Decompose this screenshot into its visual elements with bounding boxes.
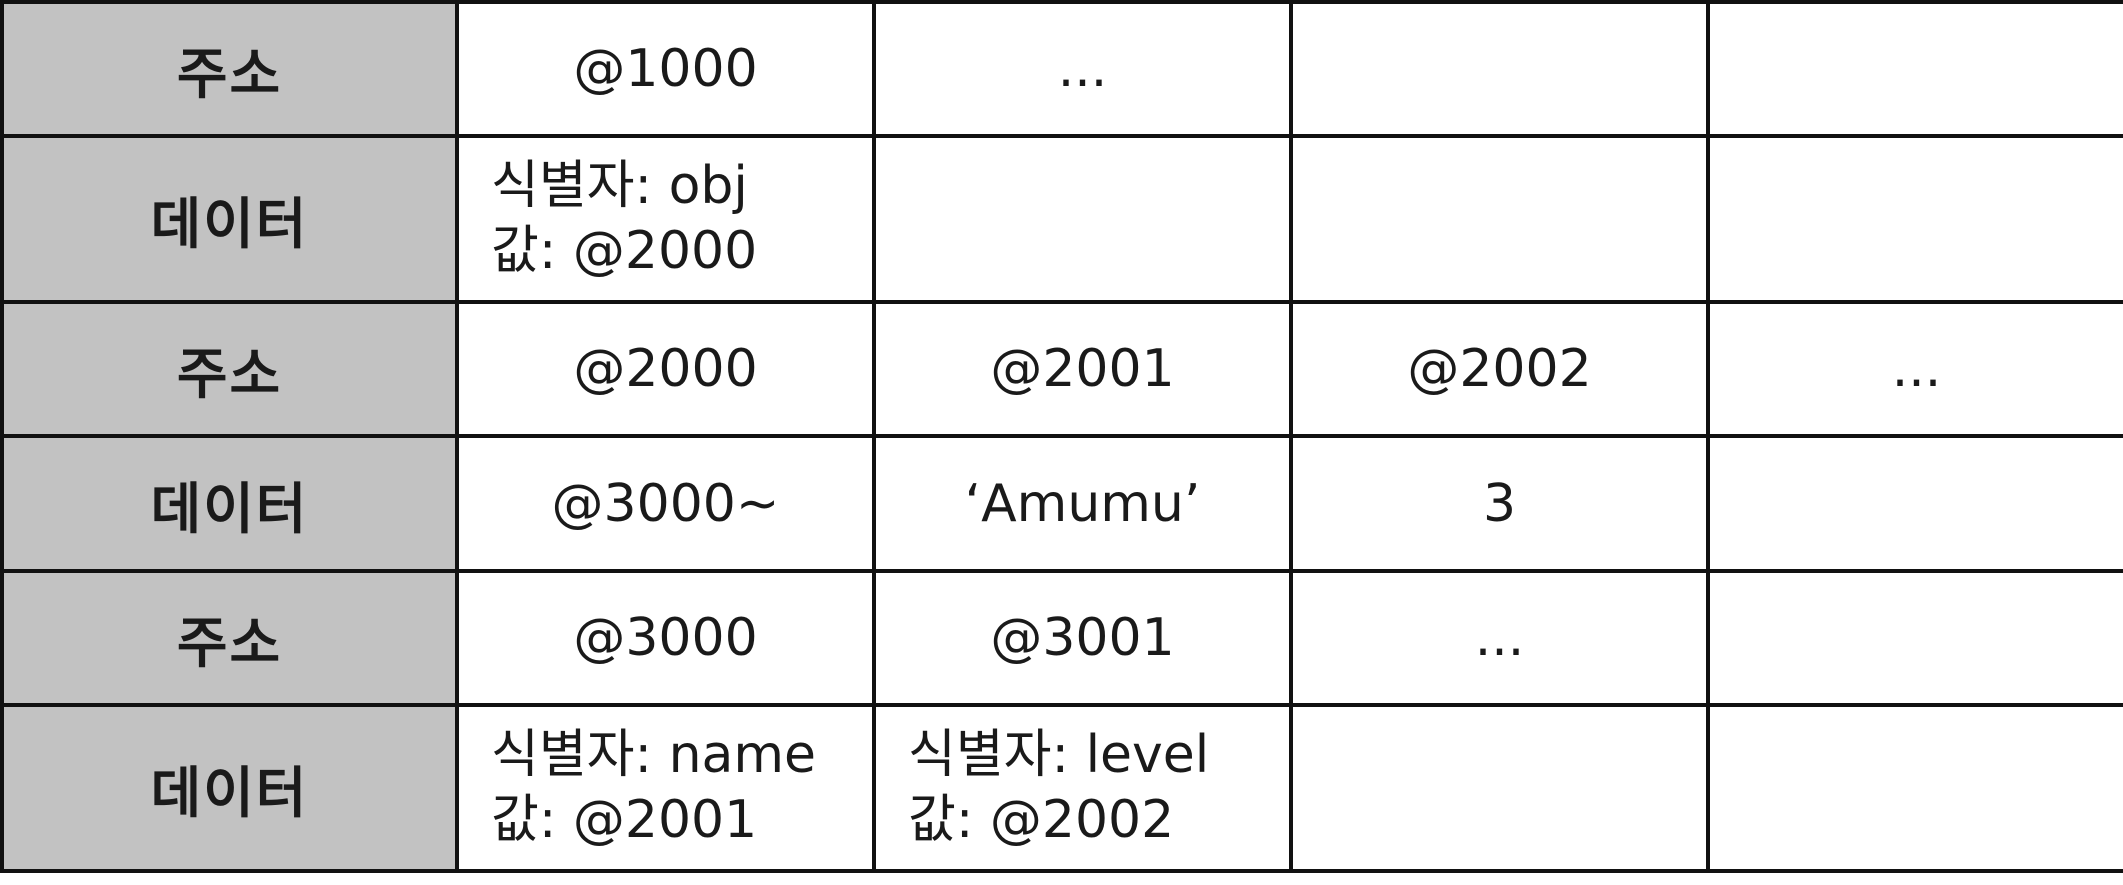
address-cell: ... xyxy=(872,0,1293,139)
address-cell xyxy=(1706,0,2123,139)
data-cell: 식별자: name 값: @2001 xyxy=(455,702,876,874)
address-cell: ... xyxy=(1706,300,2123,439)
data-cell xyxy=(1289,702,1710,874)
identifier-text: 식별자: name xyxy=(491,724,817,785)
data-cell: @3000~ xyxy=(455,434,876,573)
address-cell: @2001 xyxy=(872,300,1293,439)
data-cell xyxy=(872,134,1293,305)
row-header-address: 주소 xyxy=(0,300,459,439)
data-cell xyxy=(1706,702,2123,874)
data-cell xyxy=(1706,134,2123,305)
data-cell xyxy=(1706,434,2123,573)
value-text: 값: @2000 xyxy=(491,221,758,282)
address-row-variable-area: 주소 @1000 ... xyxy=(0,0,2123,139)
identifier-text: 식별자: level xyxy=(908,724,1210,785)
data-row-variable-area: 데이터 식별자: obj 값: @2000 xyxy=(0,134,2123,305)
row-header-address: 주소 xyxy=(0,0,459,139)
row-header-data: 데이터 xyxy=(0,134,459,305)
row-header-data: 데이터 xyxy=(0,434,459,573)
data-cell xyxy=(1289,134,1710,305)
address-cell: @3000 xyxy=(455,568,876,707)
address-row-object-area: 주소 @3000 @3001 ... xyxy=(0,568,2123,707)
address-cell: @1000 xyxy=(455,0,876,139)
data-cell: ‘Amumu’ xyxy=(872,434,1293,573)
row-header-address: 주소 xyxy=(0,568,459,707)
data-cell: 3 xyxy=(1289,434,1710,573)
data-row-object-area: 데이터 식별자: name 값: @2001 식별자: level 값: @20… xyxy=(0,702,2123,874)
address-cell: @2002 xyxy=(1289,300,1710,439)
data-cell: 식별자: obj 값: @2000 xyxy=(455,134,876,305)
value-text: 값: @2001 xyxy=(491,789,758,850)
address-row-data-area: 주소 @2000 @2001 @2002 ... xyxy=(0,300,2123,439)
data-cell: 식별자: level 값: @2002 xyxy=(872,702,1293,874)
data-row-data-area: 데이터 @3000~ ‘Amumu’ 3 xyxy=(0,434,2123,573)
address-cell: @3001 xyxy=(872,568,1293,707)
address-cell: @2000 xyxy=(455,300,876,439)
address-cell: ... xyxy=(1289,568,1710,707)
identifier-text: 식별자: obj xyxy=(491,156,748,217)
address-cell xyxy=(1289,0,1710,139)
row-header-data: 데이터 xyxy=(0,702,459,874)
address-cell xyxy=(1706,568,2123,707)
value-text: 값: @2002 xyxy=(908,789,1175,850)
